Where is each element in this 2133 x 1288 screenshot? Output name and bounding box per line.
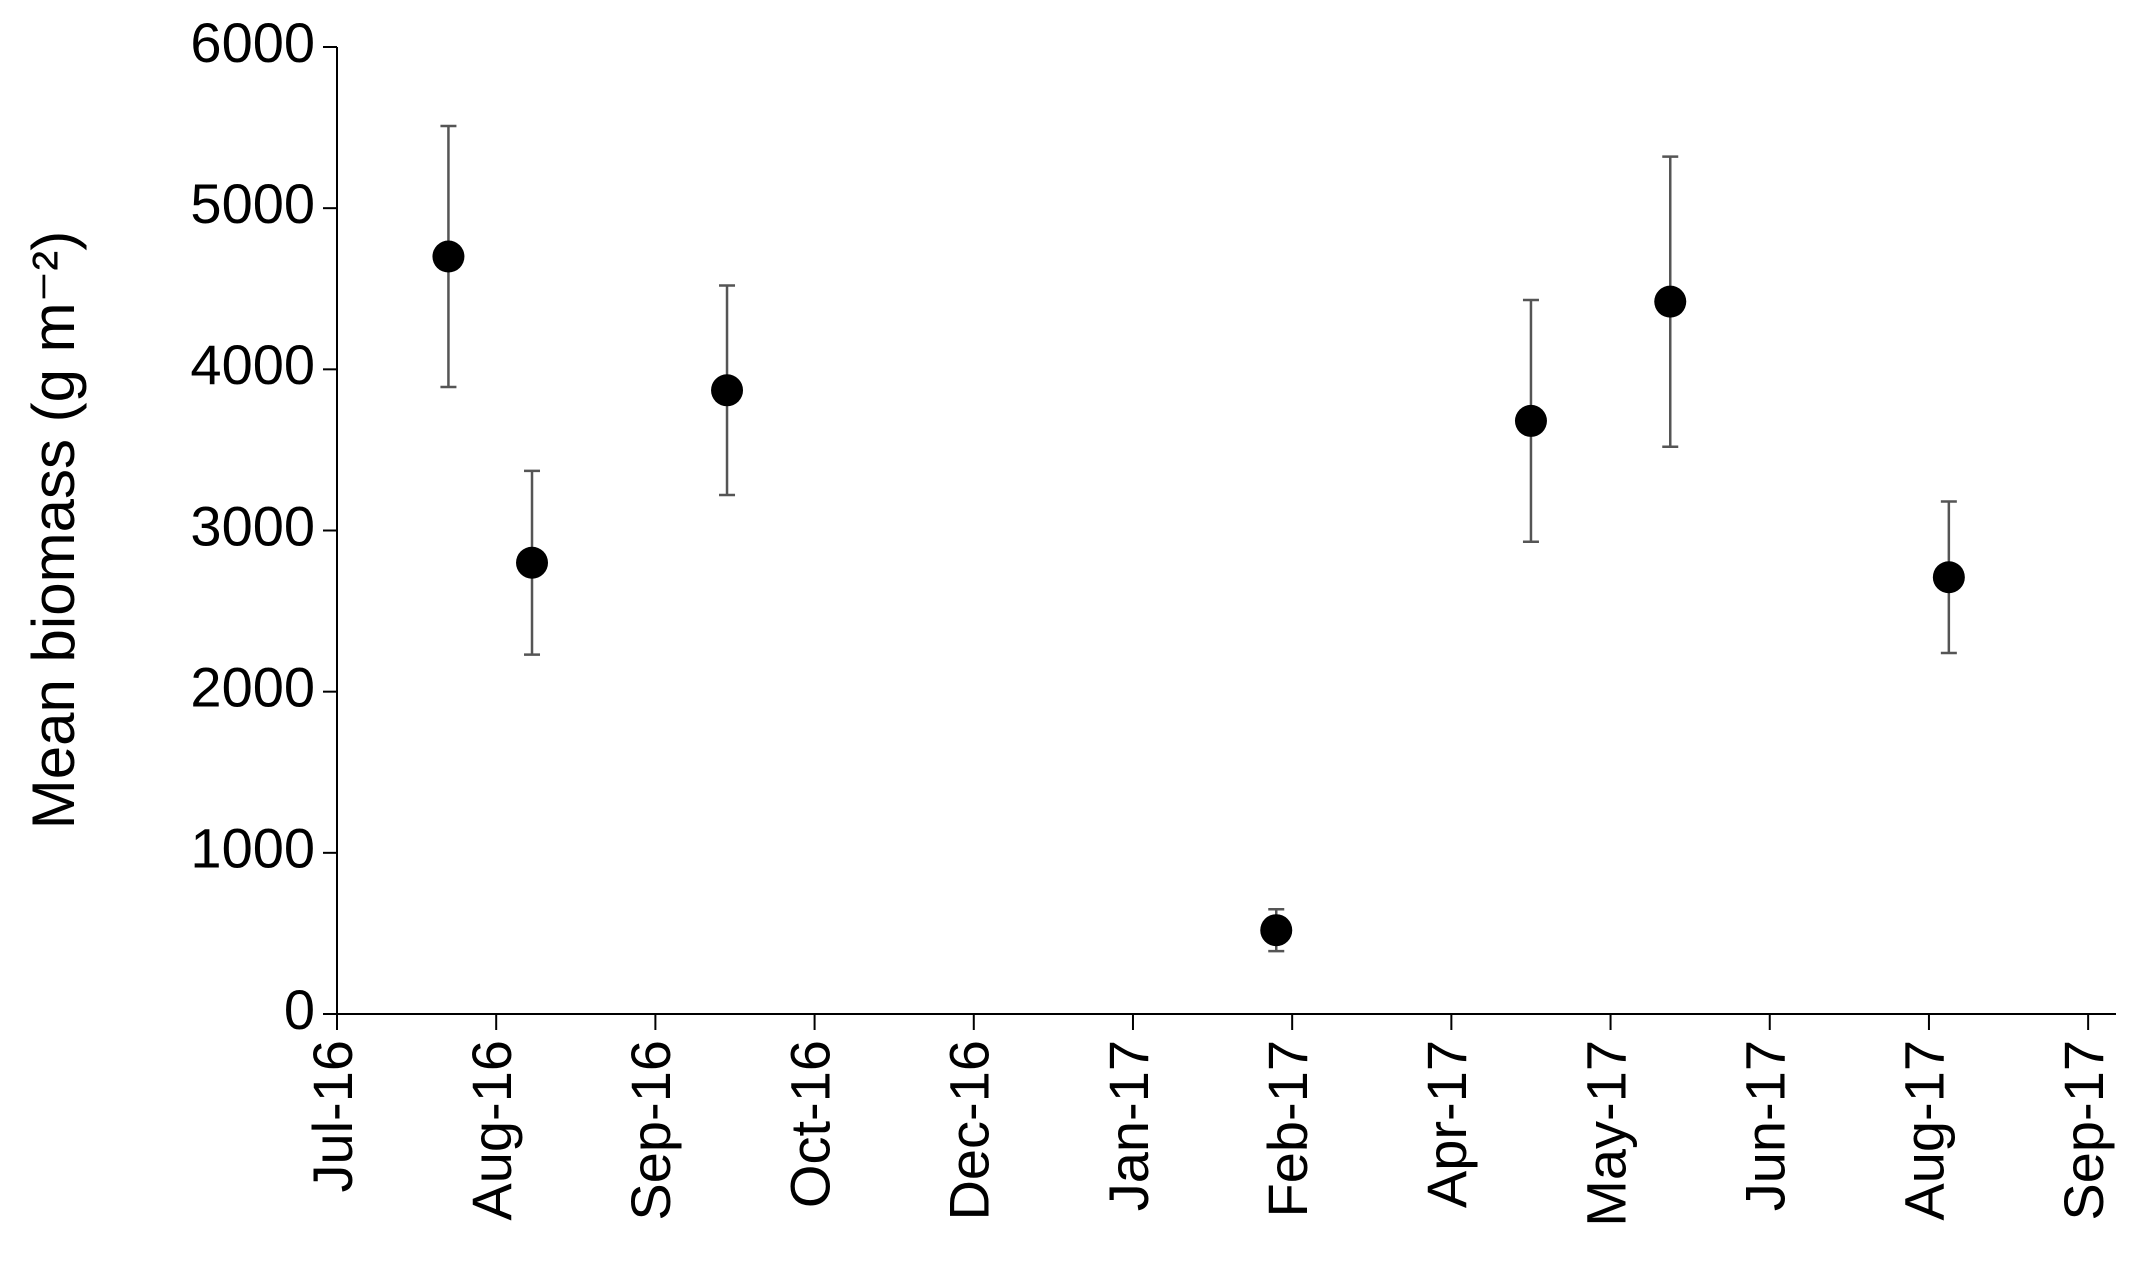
x-tick-label: Sep-17 [2052,1040,2115,1221]
point [1260,914,1293,947]
point [1932,561,1965,594]
point [1654,285,1687,318]
y-tick-label: 0 [284,978,315,1041]
x-tick-label: Jul-16 [301,1040,364,1193]
point [711,374,744,407]
x-tick-label: Jan-17 [1097,1040,1160,1211]
x-tick-label: Feb-17 [1256,1040,1319,1217]
point [1514,404,1547,437]
x-tick-label: Dec-16 [938,1040,1001,1221]
point [432,240,465,273]
x-tick-label: Aug-16 [460,1040,523,1221]
y-tick-label: 3000 [190,494,315,557]
point [516,546,549,579]
x-tick-label: Aug-17 [1893,1040,1956,1221]
x-tick-label: Sep-16 [619,1040,682,1221]
y-axis-label: Mean biomass (g m⁻²) [20,231,87,829]
x-tick-label: Jun-17 [1734,1040,1797,1211]
y-tick-label: 4000 [190,333,315,396]
y-tick-label: 6000 [190,11,315,74]
x-tick-label: Oct-16 [778,1040,841,1208]
y-tick-label: 5000 [190,172,315,235]
y-tick-label: 1000 [190,817,315,880]
x-tick-label: Apr-17 [1415,1040,1478,1208]
y-tick-label: 2000 [190,655,315,718]
x-tick-label: May-17 [1574,1040,1637,1227]
